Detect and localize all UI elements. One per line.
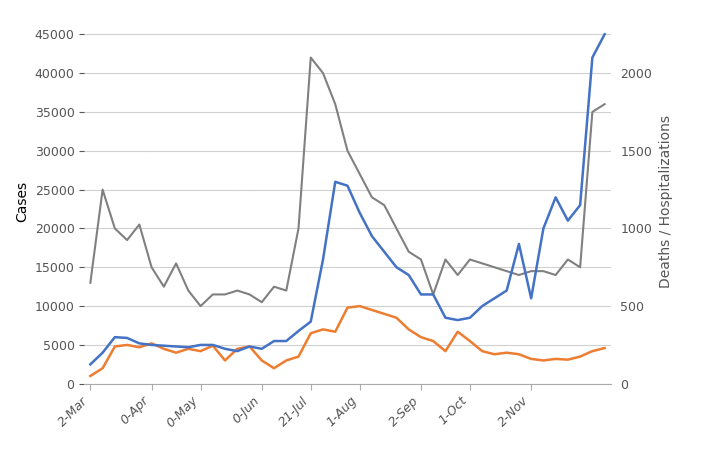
Y-axis label: Deaths / Hospitalizations: Deaths / Hospitalizations (659, 115, 673, 288)
Y-axis label: Cases: Cases (15, 181, 29, 222)
